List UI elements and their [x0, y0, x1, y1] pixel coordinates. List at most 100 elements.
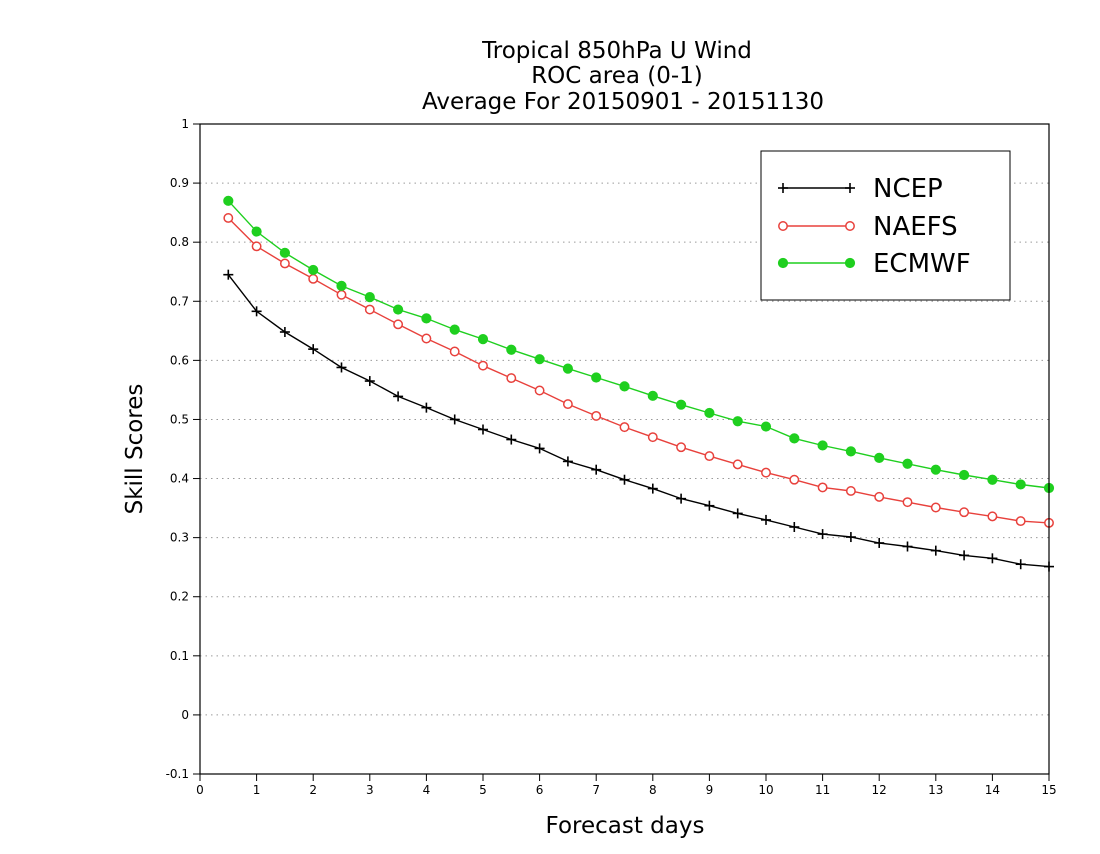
data-point-ncep	[364, 376, 375, 387]
data-point-ecmwf	[562, 363, 574, 374]
data-point-naefs	[421, 333, 432, 344]
data-point-ncep	[817, 529, 828, 540]
data-point-naefs	[336, 289, 347, 300]
data-point-ecmwf	[732, 416, 743, 427]
data-point-ecmwf	[845, 446, 857, 457]
data-point-ecmwf	[449, 324, 460, 335]
data-point-ecmwf	[421, 313, 432, 324]
data-series	[223, 195, 1055, 572]
data-point-ecmwf	[336, 280, 347, 292]
x-tick-label: 3	[366, 783, 374, 797]
title-line-2: ROC area (0-1)	[531, 63, 703, 89]
data-point-naefs	[308, 273, 319, 284]
legend-marker	[845, 183, 855, 193]
data-point-ncep	[308, 344, 319, 355]
data-point-ecmwf	[393, 304, 404, 315]
data-point-ncep	[279, 327, 290, 337]
data-point-naefs	[534, 385, 545, 396]
legend: NCEP NAEFS ECMWF	[760, 150, 1011, 301]
x-tick-label: 12	[872, 783, 887, 797]
data-point-ncep	[478, 424, 488, 435]
data-point-ecmwf	[1015, 479, 1026, 490]
data-point-ncep	[930, 545, 941, 556]
x-tick-label: 10	[758, 783, 773, 797]
data-point-ecmwf	[506, 344, 517, 355]
data-point-ncep	[562, 456, 573, 467]
title-line-3: Average For 20150901 - 20151130	[422, 89, 824, 115]
legend-marker	[845, 221, 855, 231]
y-tick-label: -0.1	[166, 767, 189, 781]
y-tick-label: 0.9	[170, 176, 189, 190]
data-point-ecmwf	[534, 354, 545, 365]
x-tick-label: 4	[423, 783, 431, 797]
y-tick-label: 0.1	[170, 649, 189, 663]
data-point-ncep	[591, 464, 602, 475]
data-point-naefs	[251, 241, 262, 252]
data-point-naefs	[647, 432, 658, 443]
x-tick-label: 6	[536, 783, 544, 797]
data-point-naefs	[562, 399, 573, 410]
data-point-ecmwf	[647, 390, 658, 401]
data-point-naefs	[676, 442, 687, 453]
data-point-ncep	[874, 537, 885, 548]
data-point-ecmwf	[704, 407, 715, 419]
legend-item-naefs: NAEFS	[778, 212, 958, 242]
data-point-ecmwf	[902, 458, 913, 469]
data-point-ecmwf	[477, 333, 489, 345]
data-point-naefs	[902, 497, 913, 508]
data-point-naefs	[761, 467, 771, 478]
data-point-naefs	[478, 360, 488, 371]
x-axis-label: Forecast days	[546, 813, 705, 839]
data-point-ncep	[676, 493, 687, 504]
data-point-naefs	[279, 258, 290, 269]
data-point-ecmwf	[308, 264, 319, 276]
data-point-ncep	[336, 362, 347, 373]
x-tick-label: 0	[196, 783, 204, 797]
data-point-naefs	[223, 213, 234, 223]
y-tick-label: 0.8	[170, 235, 189, 249]
series-naefs	[223, 213, 1054, 528]
series-ecmwf	[223, 195, 1055, 494]
data-point-ncep	[421, 402, 432, 413]
y-tick-label: 0.2	[170, 590, 189, 604]
data-point-naefs	[817, 482, 828, 493]
data-point-ecmwf	[619, 381, 630, 392]
data-point-ncep	[619, 474, 630, 485]
data-point-naefs	[789, 474, 800, 485]
x-tick-label: 9	[706, 783, 714, 797]
data-point-naefs	[393, 319, 404, 330]
y-axis-label: Skill Scores	[122, 384, 148, 515]
data-point-ecmwf	[676, 399, 687, 410]
y-tick-label: 0.5	[170, 412, 189, 426]
data-point-ecmwf	[874, 452, 885, 463]
data-point-naefs	[845, 486, 856, 496]
legend-label: NAEFS	[873, 212, 958, 242]
data-point-naefs	[704, 451, 715, 462]
data-point-ncep	[223, 269, 234, 280]
data-point-naefs	[364, 304, 375, 315]
data-point-ncep	[393, 391, 404, 402]
data-point-ecmwf	[817, 440, 828, 451]
data-point-ncep	[789, 522, 800, 532]
data-point-ncep	[647, 483, 658, 494]
data-point-naefs	[959, 507, 970, 518]
data-point-ncep	[959, 550, 970, 561]
y-tick-label: 0.3	[170, 531, 189, 545]
legend-item-ncep: NCEP	[778, 174, 943, 204]
data-point-ncep	[845, 532, 856, 543]
data-point-ecmwf	[591, 372, 602, 383]
legend-label: NCEP	[873, 174, 943, 204]
data-point-ecmwf	[760, 421, 772, 432]
x-tick-label: 14	[985, 783, 1000, 797]
data-point-ncep	[704, 500, 715, 511]
data-point-ecmwf	[930, 464, 941, 475]
data-point-ecmwf	[987, 474, 998, 485]
data-point-naefs	[1015, 516, 1026, 527]
x-tick-label: 8	[649, 783, 657, 797]
legend-marker	[778, 183, 788, 193]
y-tick-label: 1	[181, 117, 189, 131]
data-point-ncep	[534, 443, 545, 454]
y-tick-label: 0	[181, 708, 189, 722]
